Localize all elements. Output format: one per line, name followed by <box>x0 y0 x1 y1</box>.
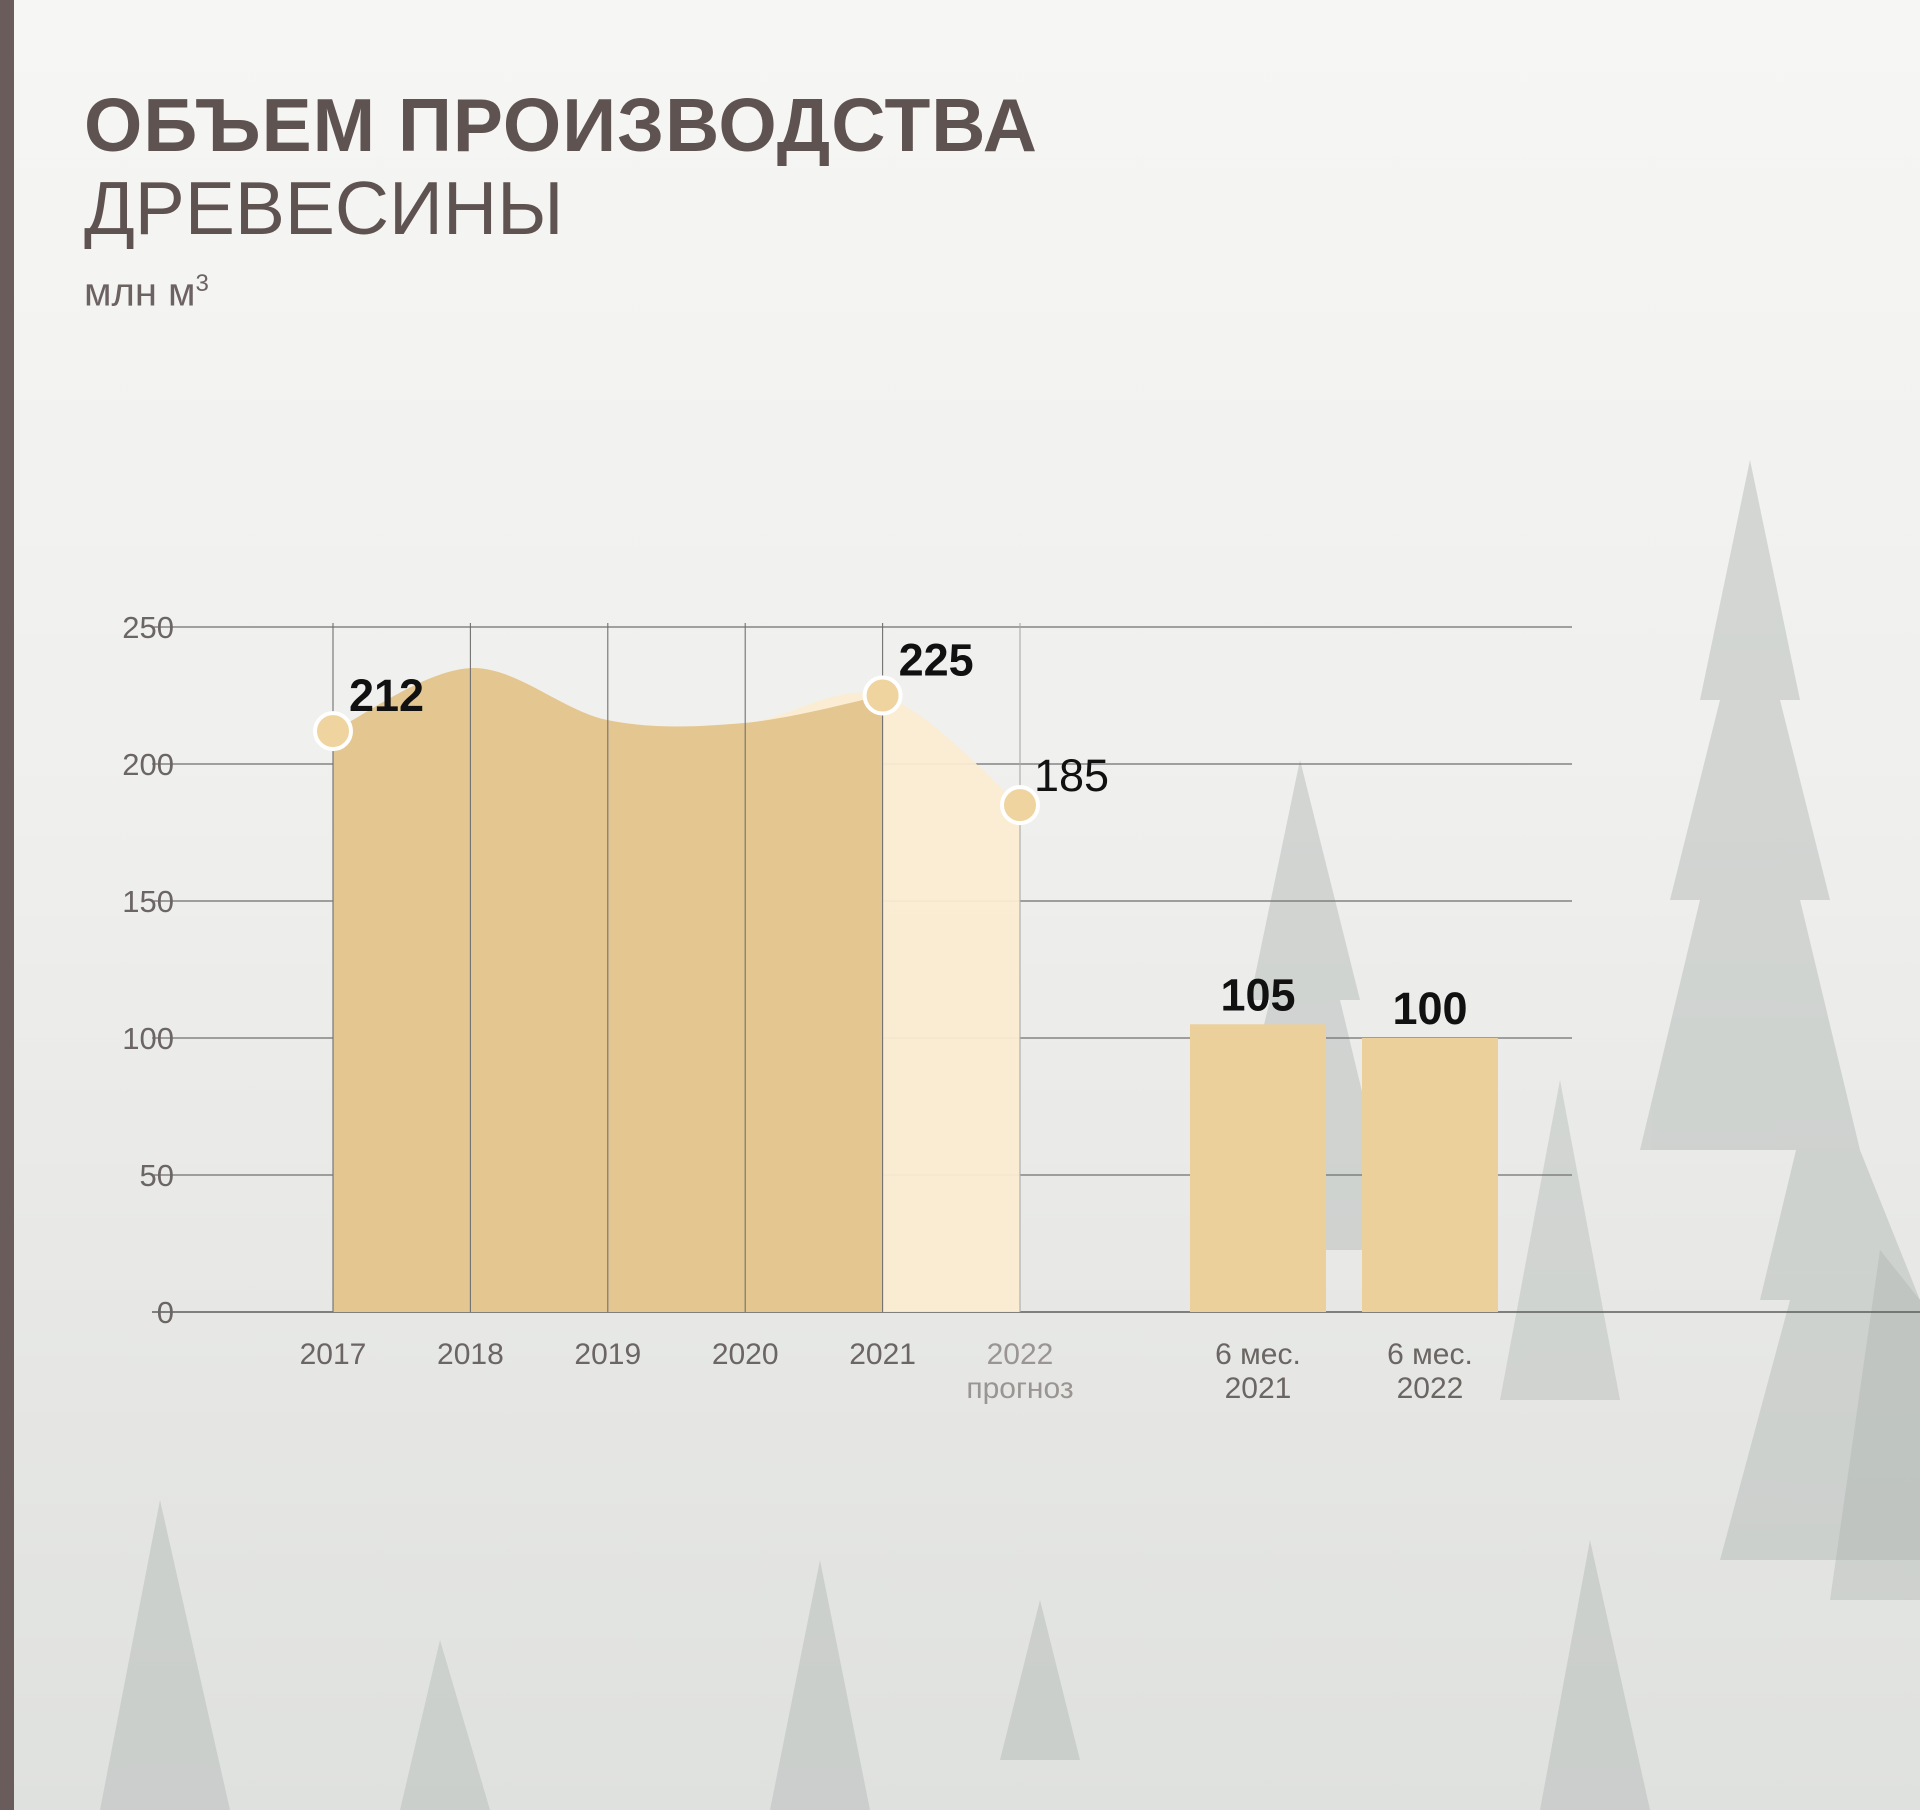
data-point-2022 <box>1000 785 1040 826</box>
bar-period-label: 6 мес. <box>1215 1338 1301 1371</box>
value-label-2022: 185 <box>1034 750 1109 801</box>
x-sublabel: прогноз <box>966 1372 1073 1405</box>
value-label-2021: 225 <box>899 635 974 686</box>
markers: 212 225 185 <box>313 635 1109 826</box>
bar-value-label: 105 <box>1220 969 1295 1020</box>
data-point-2017 <box>313 711 353 752</box>
area-layer <box>333 668 1020 1312</box>
x-tick-label: 2019 <box>574 1338 641 1371</box>
unit-label: млн м3 <box>84 270 209 315</box>
y-tick-label: 50 <box>140 1158 174 1193</box>
data-point-2021 <box>862 675 903 716</box>
y-tick-label: 100 <box>122 1021 174 1056</box>
bar-year-label: 2021 <box>1225 1372 1292 1405</box>
bar-layer: 105 100 <box>1190 969 1498 1312</box>
title-line-1: ОБЪЕМ ПРОИЗВОДСТВА <box>84 83 1038 167</box>
unit-superscript: 3 <box>195 270 209 297</box>
value-label-2017: 212 <box>349 670 424 721</box>
half-year-bar-2021 <box>1190 1024 1326 1312</box>
bar-year-label: 2022 <box>1397 1372 1464 1405</box>
chart-title: ОБЪЕМ ПРОИЗВОДСТВА ДРЕВЕСИНЫ <box>84 88 1038 246</box>
y-tick-label: 150 <box>122 884 174 919</box>
x-tick-label: 2017 <box>300 1338 367 1371</box>
x-tick-label: 2021 <box>849 1338 916 1371</box>
left-accent-bar <box>0 0 14 1810</box>
y-tick-label: 250 <box>122 610 174 645</box>
vertical-grid <box>332 623 1021 1312</box>
x-tick-label: 2018 <box>437 1338 504 1371</box>
unit-text: млн м <box>84 270 196 315</box>
title-line-2: ДРЕВЕСИНЫ <box>84 166 564 250</box>
x-tick-label: 2022 <box>987 1338 1054 1371</box>
y-tick-label: 0 <box>157 1295 174 1330</box>
y-tick-label: 200 <box>122 747 174 782</box>
x-tick-label: 2020 <box>712 1338 779 1371</box>
bar-value-label: 100 <box>1392 983 1467 1034</box>
bar-period-label: 6 мес. <box>1387 1338 1473 1371</box>
half-year-bar-2022 <box>1362 1038 1498 1312</box>
